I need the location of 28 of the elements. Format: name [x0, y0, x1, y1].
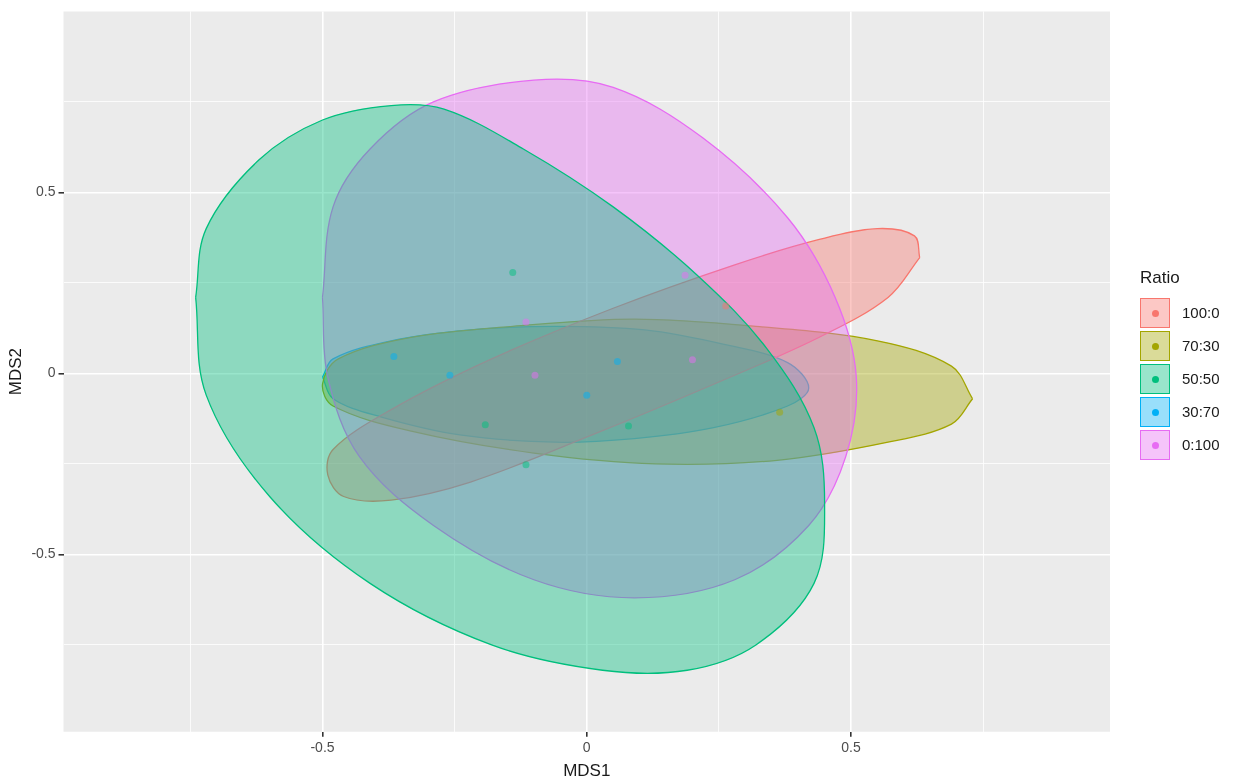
legend-label: 30:70	[1182, 403, 1220, 420]
point	[522, 318, 530, 326]
legend-label: 50:50	[1182, 370, 1220, 387]
point	[531, 371, 539, 379]
point	[722, 302, 730, 310]
point	[390, 352, 398, 360]
x-tick-label: -0.5	[310, 739, 335, 756]
point	[613, 357, 621, 365]
x-tick-label: 0	[582, 739, 591, 756]
x-axis-title: MDS1	[563, 761, 611, 781]
point	[625, 422, 633, 430]
point	[522, 461, 530, 469]
y-tick-label: 0.5	[36, 183, 56, 200]
y-axis-title: MDS2	[5, 347, 25, 396]
point	[688, 356, 696, 364]
point	[509, 268, 517, 276]
x-tick-label: 0.5	[841, 739, 861, 756]
legend-label: 100:0	[1182, 304, 1220, 321]
point	[776, 408, 784, 416]
point	[681, 271, 689, 279]
legend-title: Ratio	[1140, 268, 1181, 288]
point	[446, 371, 454, 379]
point	[583, 391, 591, 399]
y-tick-label: -0.5	[31, 545, 56, 562]
legend-label: 0:100	[1182, 436, 1220, 453]
y-tick-label: 0	[47, 364, 56, 381]
point	[481, 421, 489, 429]
legend-label: 70:30	[1182, 337, 1220, 354]
